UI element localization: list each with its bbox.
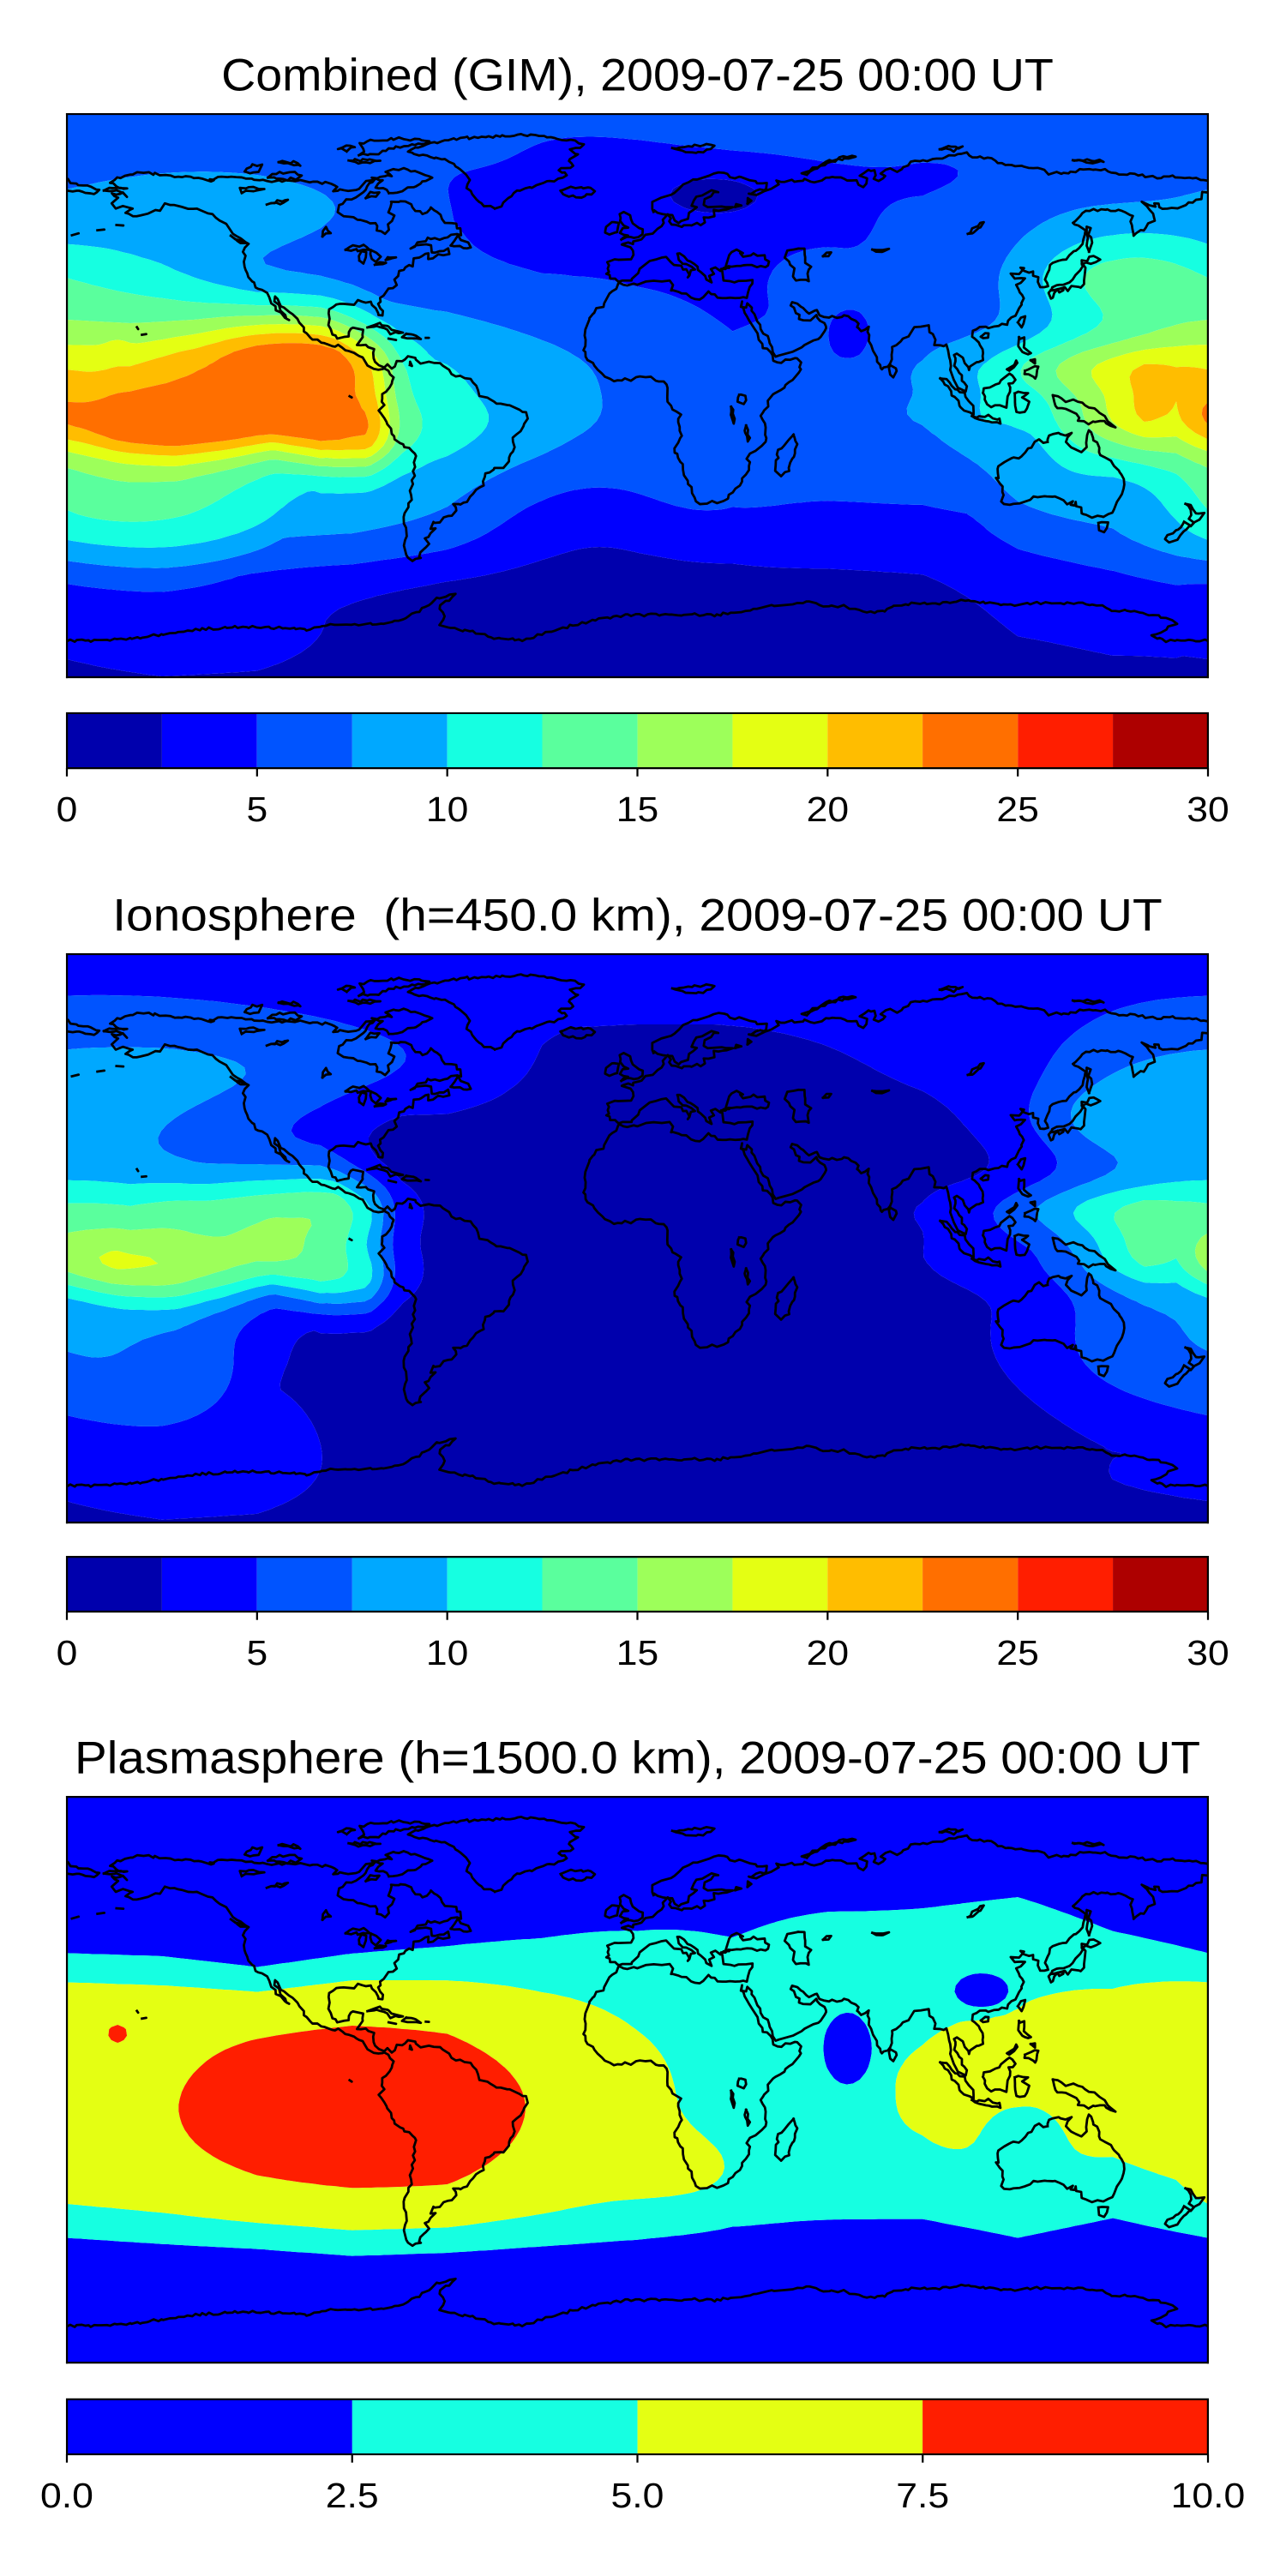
svg-text:Plasmasphere (h=1500.0 km), 20: Plasmasphere (h=1500.0 km), 2009-07-25 0…	[75, 1732, 1200, 1783]
svg-text:20: 20	[807, 790, 849, 829]
svg-text:10: 10	[426, 1633, 468, 1672]
svg-text:15: 15	[616, 1633, 658, 1672]
svg-text:10.0: 10.0	[1171, 2476, 1246, 2515]
svg-text:30: 30	[1187, 790, 1229, 829]
svg-text:25: 25	[996, 790, 1038, 829]
svg-text:0: 0	[57, 790, 78, 829]
svg-text:Ionosphere (h=450.0 km), 2009: Ionosphere (h=450.0 km), 2009-07-25 00:0…	[112, 891, 1162, 941]
svg-text:7.5: 7.5	[896, 2476, 949, 2515]
svg-text:2.5: 2.5	[326, 2476, 379, 2515]
svg-text:15: 15	[616, 790, 658, 829]
svg-text:5: 5	[246, 1633, 267, 1672]
svg-text:0: 0	[57, 1633, 78, 1672]
svg-text:5.0: 5.0	[611, 2476, 664, 2515]
svg-text:0.0: 0.0	[40, 2476, 93, 2515]
svg-text:5: 5	[246, 790, 267, 829]
svg-text:30: 30	[1187, 1633, 1229, 1672]
svg-text:20: 20	[807, 1633, 849, 1672]
svg-text:Combined (GIM), 2009-07-25 00:: Combined (GIM), 2009-07-25 00:00 UT	[221, 50, 1054, 100]
svg-text:10: 10	[426, 790, 468, 829]
svg-text:25: 25	[996, 1633, 1038, 1672]
